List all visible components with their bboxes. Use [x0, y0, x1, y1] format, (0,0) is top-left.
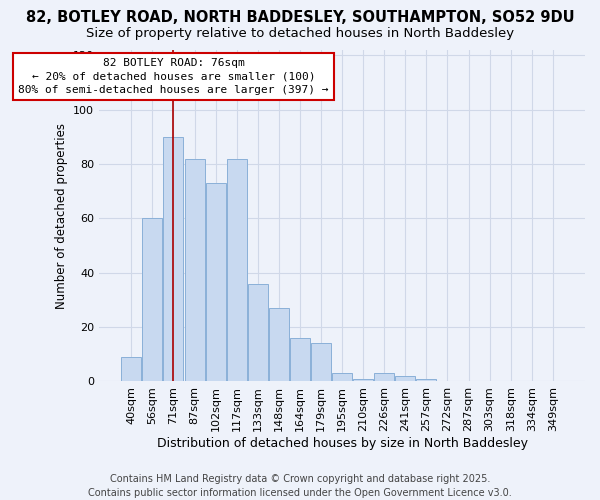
Bar — [248, 284, 268, 382]
Bar — [353, 378, 373, 382]
Bar — [332, 374, 352, 382]
Bar — [206, 183, 226, 382]
Bar — [142, 218, 163, 382]
Bar — [374, 374, 394, 382]
Bar — [290, 338, 310, 382]
Text: 82 BOTLEY ROAD: 76sqm
← 20% of detached houses are smaller (100)
80% of semi-det: 82 BOTLEY ROAD: 76sqm ← 20% of detached … — [18, 58, 329, 94]
Bar — [416, 378, 436, 382]
Bar — [269, 308, 289, 382]
Bar — [395, 376, 415, 382]
Y-axis label: Number of detached properties: Number of detached properties — [55, 122, 68, 308]
Bar — [121, 357, 141, 382]
Text: Contains HM Land Registry data © Crown copyright and database right 2025.
Contai: Contains HM Land Registry data © Crown c… — [88, 474, 512, 498]
Text: 82, BOTLEY ROAD, NORTH BADDESLEY, SOUTHAMPTON, SO52 9DU: 82, BOTLEY ROAD, NORTH BADDESLEY, SOUTHA… — [26, 10, 574, 25]
Bar — [311, 344, 331, 382]
Bar — [163, 137, 184, 382]
X-axis label: Distribution of detached houses by size in North Baddesley: Distribution of detached houses by size … — [157, 437, 527, 450]
Text: Size of property relative to detached houses in North Baddesley: Size of property relative to detached ho… — [86, 28, 514, 40]
Bar — [227, 158, 247, 382]
Bar — [185, 158, 205, 382]
